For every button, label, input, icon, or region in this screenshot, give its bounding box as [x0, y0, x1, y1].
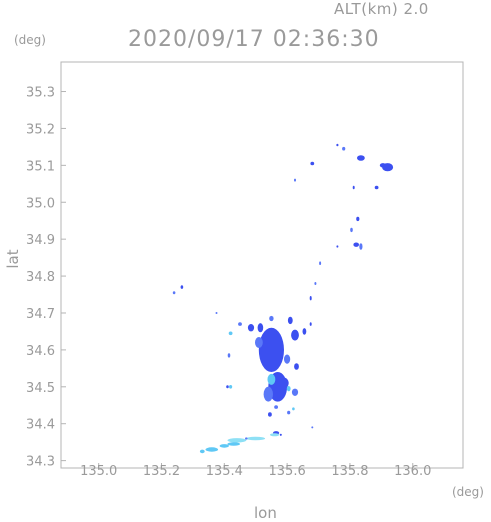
echo-cell: [268, 412, 272, 417]
echo-cell: [227, 353, 231, 358]
echo-cell: [215, 312, 218, 314]
echo-cell: [219, 444, 229, 448]
y-tick-label: 34.4: [26, 418, 55, 433]
echo-cell: [292, 407, 295, 411]
x-axis-ticks: 135.0 135.2 135.4 135.6 135.8 136.0: [80, 463, 431, 479]
y-tick-label: 34.9: [26, 233, 55, 248]
echo-cell: [309, 296, 312, 301]
echo-cell: [350, 227, 353, 233]
echo-cell: [309, 322, 312, 326]
echo-cell: [286, 386, 291, 392]
echo-cell: [267, 373, 276, 385]
echo-cell: [172, 291, 176, 295]
y-tick-label: 35.3: [26, 86, 55, 101]
echo-cell: [255, 337, 263, 348]
echo-cell: [336, 245, 339, 248]
x-tick-label: 135.2: [143, 464, 180, 479]
echo-cell: [263, 386, 273, 402]
echo-cell: [302, 328, 307, 335]
echo-cell: [274, 405, 278, 409]
echo-cell: [257, 323, 264, 333]
echo-cell: [287, 410, 291, 415]
echo-cell: [228, 331, 233, 336]
timestamp-title: 2020/09/17 02:36:30: [128, 27, 380, 52]
echo-cell: [336, 143, 339, 147]
echo-cell: [356, 216, 360, 222]
y-axis-unit: (deg): [14, 33, 46, 47]
echo-cell: [357, 155, 365, 161]
y-tick-label: 34.6: [26, 344, 55, 359]
echo-cell: [269, 315, 274, 322]
altitude-label: ALT(km) 2.0: [334, 0, 429, 18]
echo-cell: [310, 161, 315, 166]
echo-cell: [287, 316, 293, 325]
x-tick-label: 136.0: [394, 464, 431, 479]
echo-cell: [246, 436, 266, 441]
echo-cell: [353, 242, 360, 247]
echo-cell: [238, 322, 242, 326]
echo-cell: [342, 146, 346, 151]
echo-cell: [258, 327, 284, 372]
echo-cell: [291, 329, 299, 341]
x-tick-label: 135.8: [331, 464, 368, 479]
x-axis-title: lon: [254, 504, 277, 522]
echo-cell: [279, 377, 289, 389]
y-axis-ticks: 34.3 34.4 34.5 34.6 34.7 34.8 34.9 35.0 35.1 35.2…: [26, 86, 66, 470]
x-tick-label: 135.6: [269, 464, 306, 479]
echo-cell: [227, 438, 247, 443]
echo-layer: [172, 143, 394, 454]
echo-cell: [314, 282, 317, 285]
echo-cell: [319, 261, 322, 266]
echo-cell: [294, 178, 296, 182]
x-axis-unit: (deg): [452, 485, 484, 499]
echo-cell: [226, 385, 229, 389]
echo-cell: [180, 285, 184, 289]
y-tick-label: 34.8: [26, 270, 55, 285]
y-tick-label: 34.7: [26, 307, 55, 322]
x-tick-label: 135.0: [80, 464, 117, 479]
y-tick-label: 34.3: [26, 455, 55, 470]
echo-cell: [284, 354, 291, 364]
echo-cell: [352, 185, 355, 190]
echo-cell: [229, 385, 233, 389]
y-tick-label: 35.2: [26, 122, 55, 137]
x-tick-label: 135.4: [206, 464, 243, 479]
plot-frame: [60, 61, 464, 469]
echo-cell: [245, 437, 248, 440]
y-tick-label: 35.1: [26, 159, 55, 174]
echo-cell: [359, 243, 363, 250]
echo-cell: [227, 442, 240, 446]
echo-cell: [199, 449, 205, 454]
echo-cell: [379, 163, 386, 168]
echo-cell: [374, 185, 379, 190]
echo-cell: [205, 447, 219, 452]
y-tick-label: 35.0: [26, 196, 55, 211]
echo-cell: [247, 324, 255, 332]
y-tick-label: 34.5: [26, 381, 55, 396]
echo-cell: [269, 433, 280, 437]
echo-cell: [311, 426, 314, 429]
echo-cell: [294, 363, 299, 370]
echo-cell: [279, 433, 282, 436]
echo-cell: [291, 388, 299, 396]
